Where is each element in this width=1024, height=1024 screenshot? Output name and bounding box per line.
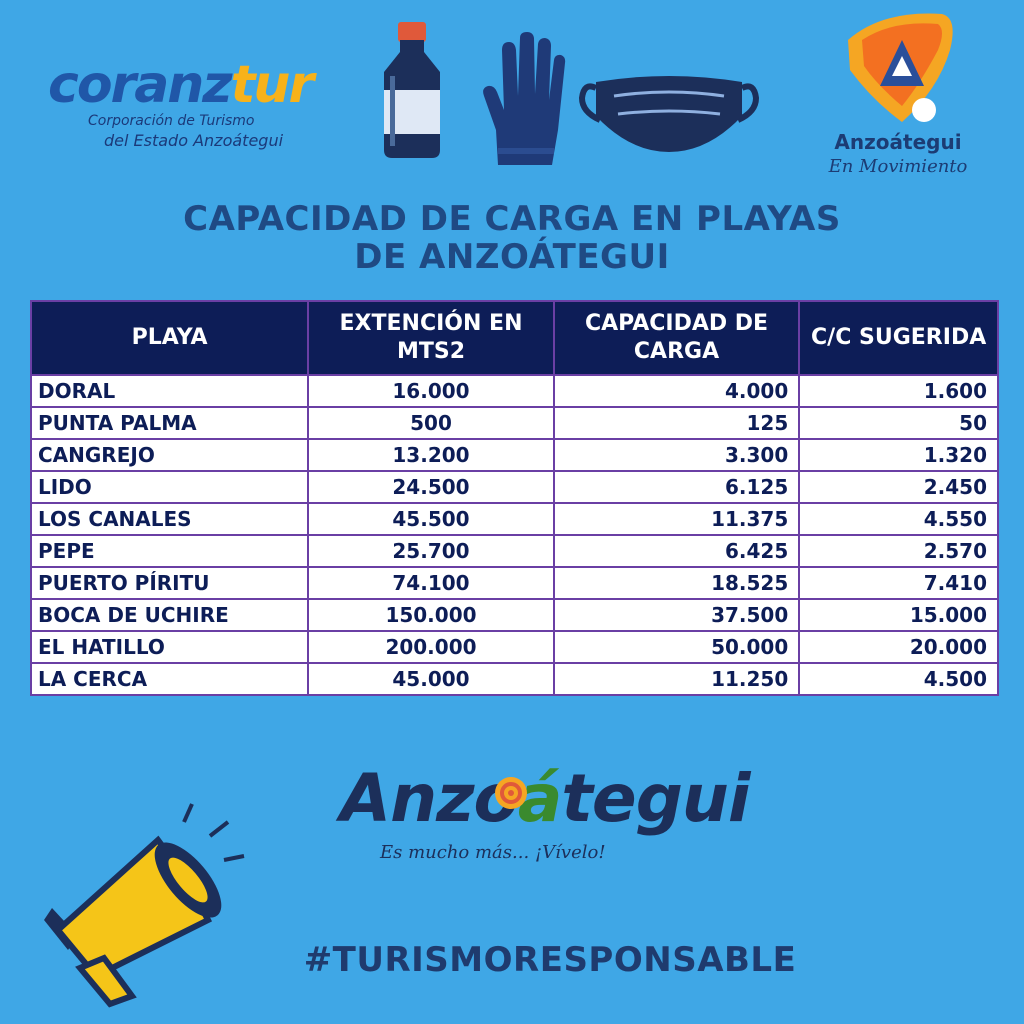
cell-capacidad: 125 [552,406,801,440]
cell-extension: 24.500 [307,470,555,504]
coranztur-line2: del Estado Anzoátegui [104,131,284,150]
table-row: LA CERCA 45.000 11.250 4.500 [29,662,999,696]
anzoategui-movimiento-tagline: En Movimiento [828,156,968,177]
cell-cc-sugerida: 15.000 [798,598,999,632]
glove-icon [483,32,566,165]
cell-capacidad: 4.000 [552,374,801,408]
cell-extension: 150.000 [307,598,555,632]
cell-capacidad: 50.000 [552,630,801,664]
cell-extension: 45.000 [307,662,555,696]
bottle-icon [384,22,440,158]
coranztur-brand: coranztur [48,55,315,115]
cell-cc-sugerida: 50 [798,406,999,440]
cell-extension: 74.100 [307,566,555,600]
cell-extension: 200.000 [307,630,555,664]
table-row: DORAL 16.000 4.000 1.600 [29,374,999,408]
cell-playa: PUNTA PALMA [29,406,310,440]
cell-cc-sugerida: 4.550 [798,502,999,536]
cell-extension: 45.500 [307,502,555,536]
cell-cc-sugerida: 7.410 [798,566,999,600]
header-cc-sugerida: C/C SUGERIDA [798,300,999,376]
anzoategui-wordmark: Anzoátegui [340,760,751,837]
coranztur-line1: Corporación de Turismo [88,113,255,129]
coranztur-brand-a: coranz [48,55,233,115]
cell-cc-sugerida: 1.320 [798,438,999,472]
title-line-2: DE ANZOÁTEGUI [354,237,670,277]
anzoategui-slogan: Es mucho más... ¡Vívelo! [380,842,606,863]
table-header-row: PLAYA EXTENCIÓN EN MTS2 CAPACIDAD DE CAR… [29,300,999,376]
cell-playa: PEPE [29,534,310,568]
table-row: LIDO 24.500 6.125 2.450 [29,470,999,504]
cell-cc-sugerida: 20.000 [798,630,999,664]
cell-cc-sugerida: 2.450 [798,470,999,504]
sun-spiral-icon [495,777,527,809]
cell-capacidad: 11.375 [552,502,801,536]
cell-extension: 500 [307,406,555,440]
coranztur-logo: coranztur Corporación de Turismo del Est… [48,55,348,155]
cell-extension: 13.200 [307,438,555,472]
anzoategui-movimiento-name: Anzoátegui [834,130,962,154]
table-row: PUNTA PALMA 500 125 50 [29,406,999,440]
header-playa: PLAYA [29,300,310,376]
cell-playa: LA CERCA [29,662,310,696]
table-row: BOCA DE UCHIRE 150.000 37.500 15.000 [29,598,999,632]
cell-cc-sugerida: 2.570 [798,534,999,568]
cell-playa: DORAL [29,374,310,408]
cell-capacidad: 3.300 [552,438,801,472]
table-row: CANGREJO 13.200 3.300 1.320 [29,438,999,472]
cell-capacidad: 6.425 [552,534,801,568]
cell-cc-sugerida: 1.600 [798,374,999,408]
cell-capacidad: 11.250 [552,662,801,696]
cell-extension: 16.000 [307,374,555,408]
cell-playa: LOS CANALES [29,502,310,536]
cell-cc-sugerida: 4.500 [798,662,999,696]
coranztur-brand-b: tur [230,55,315,115]
table-row: LOS CANALES 45.500 11.375 4.550 [29,502,999,536]
cell-extension: 25.700 [307,534,555,568]
table-row: PEPE 25.700 6.425 2.570 [29,534,999,568]
cell-capacidad: 37.500 [552,598,801,632]
cell-capacidad: 6.125 [552,470,801,504]
title-line-1: CAPACIDAD DE CARGA EN PLAYAS [183,199,841,239]
anzoategui-word-a: Anzo [340,760,519,837]
page-title: CAPACIDAD DE CARGA EN PLAYAS DE ANZOÁTEG… [0,200,1024,276]
mask-icon [578,76,760,152]
cell-capacidad: 18.525 [552,566,801,600]
cell-playa: BOCA DE UCHIRE [29,598,310,632]
cell-playa: CANGREJO [29,438,310,472]
megaphone-icon [44,803,245,1008]
cell-playa: PUERTO PÍRITU [29,566,310,600]
table-row: EL HATILLO 200.000 50.000 20.000 [29,630,999,664]
table-row: PUERTO PÍRITU 74.100 18.525 7.410 [29,566,999,600]
header-extension: EXTENCIÓN EN MTS2 [307,300,555,376]
cell-playa: LIDO [29,470,310,504]
anzoategui-logo: Anzoátegui Es mucho más... ¡Vívelo! [340,760,751,870]
anzoategui-word-c: tegui [561,760,750,837]
hashtag: #TURISMORESPONSABLE [303,940,797,980]
anzoategui-a-emblem [848,13,953,122]
cell-playa: EL HATILLO [29,630,310,664]
anzoategui-movimiento-logo: Anzoátegui En Movimiento [818,10,978,190]
header-capacidad: CAPACIDAD DE CARGA [552,300,801,376]
capacity-table: PLAYA EXTENCIÓN EN MTS2 CAPACIDAD DE CAR… [29,300,999,696]
